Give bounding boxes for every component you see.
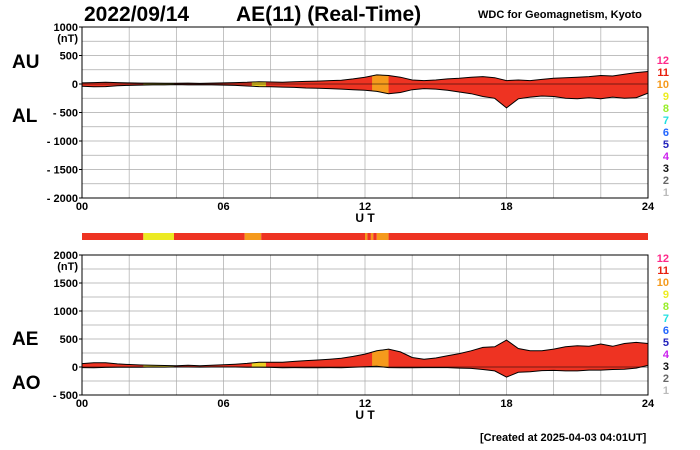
activity-bar-segment [173,233,245,240]
x-tick-label: 06 [217,398,229,410]
activity-level-legend-top: 12 11 10 9 8 7 6 5 4 3 2 1 [653,55,669,199]
y-tick-label: 500 [60,334,78,346]
x-tick-label: 24 [642,201,655,213]
activity-bar-segment [261,233,365,240]
series-line-ae [81,339,649,367]
level-legend-item: 1 [662,187,669,199]
y-tick-label: 0 [72,79,78,91]
level-legend-item: 11 [657,67,669,79]
y-tick-label: 0 [72,362,78,374]
x-tick-label: 06 [217,201,229,213]
level-legend-item: 6 [662,325,669,337]
level-legend-item: 5 [662,139,669,151]
x-tick-label: 00 [76,398,88,410]
y-tick-label: 2000 [54,250,78,262]
y-tick-label: - 1000 [47,136,78,148]
level-legend-item: 10 [656,79,669,91]
x-axis-title: U T [355,211,375,225]
chart-title: AE(11) (Real-Time) [236,3,422,26]
x-tick-label: 24 [642,398,655,410]
level-legend-item: 10 [656,277,669,289]
activity-bar-segment [388,233,648,240]
organization-label: WDC for Geomagnetism, Kyoto [478,9,642,21]
level-legend-item: 3 [662,163,669,175]
y-tick-label: - 500 [53,108,78,120]
y-tick-label: 500 [60,51,78,63]
level-legend-item: 4 [662,349,669,361]
area-fill-bottom [82,340,648,378]
y-tick-label: 1500 [54,278,78,290]
x-tick-label: 12 [359,201,371,213]
panel-top [79,26,649,199]
ae-label: AE [12,329,39,350]
x-tick-label: 18 [500,398,512,410]
panel-bottom [79,254,649,396]
level-legend-item: 4 [662,151,669,163]
date-title: 2022/09/14 [84,3,190,26]
y-tick-label: - 500 [53,390,78,402]
activity-bar-segment [370,233,374,240]
x-tick-label: 18 [500,201,512,213]
y-tick-label: - 2000 [47,193,78,205]
series-line-au [81,71,649,84]
ao-label: AO [12,373,41,394]
level-legend-item: 2 [662,373,669,385]
level-legend-item: 7 [662,115,669,127]
level-legend-item: 2 [662,175,669,187]
al-label: AL [12,106,38,127]
level-legend-item: 8 [662,103,669,115]
au-label: AU [12,52,40,73]
plot-frame-bottom [81,254,649,396]
x-tick-label: 00 [76,201,88,213]
activity-bar [82,233,648,240]
level-legend-item: 9 [662,91,669,103]
y-tick-label: - 1500 [47,165,78,177]
activity-bar-segment [376,233,389,240]
level-legend-item: 3 [662,361,669,373]
level-legend-item: 6 [662,127,669,139]
activity-bar-segment [373,233,377,240]
y-axis-unit: (nT) [57,33,78,45]
level-legend-item: 11 [657,265,669,277]
activity-bar-segment [143,233,174,240]
level-legend-item: 1 [662,385,669,397]
x-axis-title: U T [355,408,375,422]
created-timestamp: [Created at 2025-04-03 04:01UT] [480,432,647,444]
level-legend-item: 9 [662,289,669,301]
y-tick-label: 1000 [54,22,78,34]
activity-bar-segment [367,233,371,240]
level-legend-item: 5 [662,337,669,349]
activity-level-legend-bottom: 12 11 10 9 8 7 6 5 4 3 2 1 [653,253,669,397]
series-line-al [81,84,649,109]
level-legend-item: 8 [662,301,669,313]
level-legend-item: 7 [662,313,669,325]
level-legend-item: 12 [656,55,669,67]
y-tick-label: 1000 [54,306,78,318]
activity-bar-segment [365,233,368,240]
level-legend-item: 12 [656,253,669,265]
x-tick-label: 12 [359,398,371,410]
activity-bar-segment [244,233,262,240]
activity-bar-segment [82,233,144,240]
y-axis-unit: (nT) [57,261,78,273]
